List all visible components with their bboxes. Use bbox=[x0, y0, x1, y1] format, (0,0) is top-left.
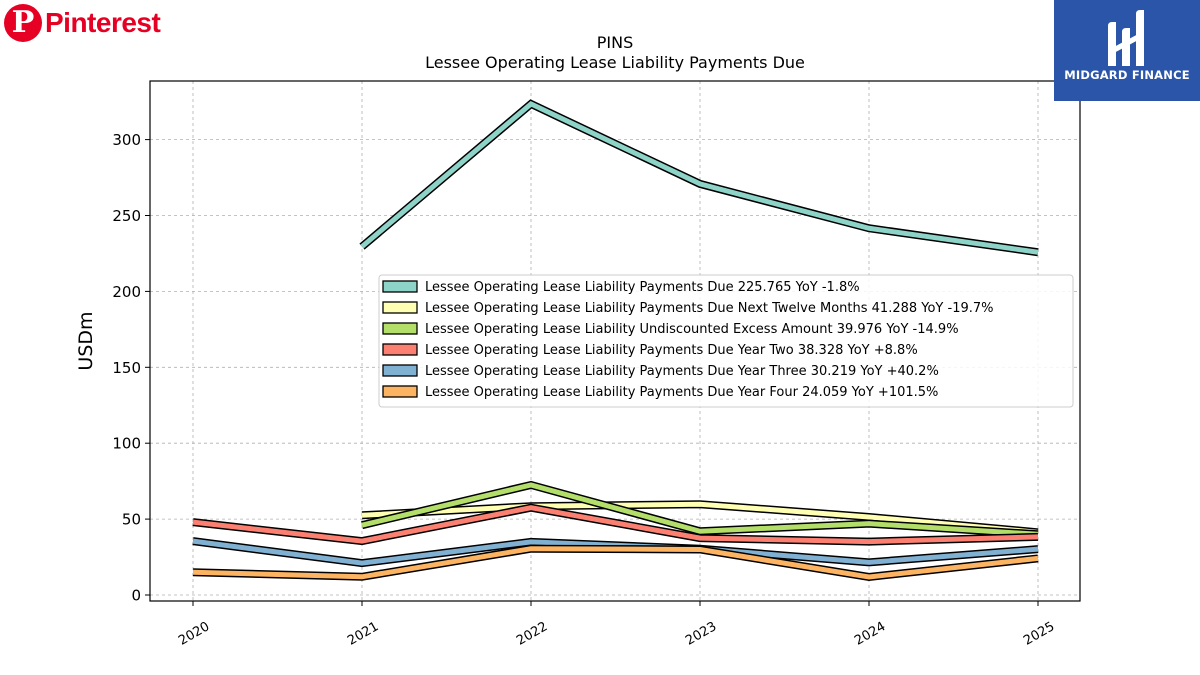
legend-label: Lessee Operating Lease Liability Payment… bbox=[425, 343, 918, 358]
y-tick-label: 50 bbox=[122, 511, 141, 529]
series-line bbox=[359, 99, 1039, 257]
pinterest-logo: P Pinterest bbox=[4, 4, 161, 42]
x-tick-label: 2022 bbox=[514, 619, 550, 649]
y-tick-label: 200 bbox=[112, 283, 141, 301]
legend-swatch bbox=[382, 301, 418, 314]
legend-label: Lessee Operating Lease Liability Payment… bbox=[425, 364, 939, 379]
midgard-finance-badge: MIDGARD FINANCE bbox=[1054, 0, 1200, 101]
x-tick-label: 2021 bbox=[345, 619, 381, 649]
legend-swatch bbox=[382, 343, 418, 356]
legend-swatch bbox=[382, 364, 418, 377]
y-tick-label: 150 bbox=[112, 359, 141, 377]
legend-swatch bbox=[382, 385, 418, 398]
legend-item: Lessee Operating Lease Liability Payment… bbox=[382, 280, 860, 295]
y-tick-label: 300 bbox=[112, 131, 141, 149]
x-tick-label: 2024 bbox=[852, 619, 888, 649]
chart-title: PINS bbox=[597, 33, 634, 52]
y-axis-label: USDm bbox=[75, 311, 97, 370]
chart-legend: Lessee Operating Lease Liability Payment… bbox=[378, 274, 1074, 408]
x-tick-label: 2025 bbox=[1021, 619, 1057, 649]
legend-swatch bbox=[382, 280, 418, 293]
legend-label: Lessee Operating Lease Liability Payment… bbox=[425, 385, 938, 400]
midgard-logo-icon bbox=[1108, 10, 1144, 66]
legend-item: Lessee Operating Lease Liability Payment… bbox=[382, 364, 939, 379]
legend-item: Lessee Operating Lease Liability Payment… bbox=[382, 385, 938, 400]
legend-item: Lessee Operating Lease Liability Payment… bbox=[382, 301, 994, 316]
y-tick-label: 250 bbox=[112, 207, 141, 225]
legend-label: Lessee Operating Lease Liability Undisco… bbox=[425, 322, 959, 337]
series-stroke bbox=[361, 482, 1039, 537]
legend-box bbox=[378, 274, 1074, 408]
series-line bbox=[361, 500, 1039, 537]
series-stroke bbox=[361, 501, 1039, 535]
series-line bbox=[192, 503, 1039, 546]
series-line bbox=[192, 544, 1039, 581]
y-tick-label: 0 bbox=[131, 587, 141, 605]
pinterest-p-icon: P bbox=[4, 4, 42, 42]
plot-frame bbox=[149, 80, 1081, 602]
x-tick-label: 2020 bbox=[176, 619, 212, 649]
series-layer bbox=[192, 99, 1039, 581]
series-stroke bbox=[192, 505, 1039, 545]
legend-label: Lessee Operating Lease Liability Payment… bbox=[425, 301, 994, 316]
legend-label: Lessee Operating Lease Liability Payment… bbox=[425, 280, 860, 295]
series-line bbox=[361, 480, 1039, 539]
pinterest-wordmark: Pinterest bbox=[45, 7, 161, 38]
series-stroke bbox=[192, 546, 1039, 580]
legend-item: Lessee Operating Lease Liability Undisco… bbox=[382, 322, 959, 337]
chart-subtitle: Lessee Operating Lease Liability Payment… bbox=[425, 53, 805, 72]
y-tick-label: 100 bbox=[112, 435, 141, 453]
sponsor-name: MIDGARD FINANCE bbox=[1064, 68, 1190, 82]
series-stroke bbox=[360, 100, 1039, 255]
legend-item: Lessee Operating Lease Liability Payment… bbox=[382, 343, 918, 358]
x-tick-label: 2023 bbox=[683, 619, 719, 649]
legend-swatch bbox=[382, 322, 418, 335]
x-axis: 2020 2021 2022 2023 2024 2025 bbox=[176, 601, 1057, 649]
y-axis: 0 50 100 150 200 250 300 bbox=[112, 131, 150, 605]
